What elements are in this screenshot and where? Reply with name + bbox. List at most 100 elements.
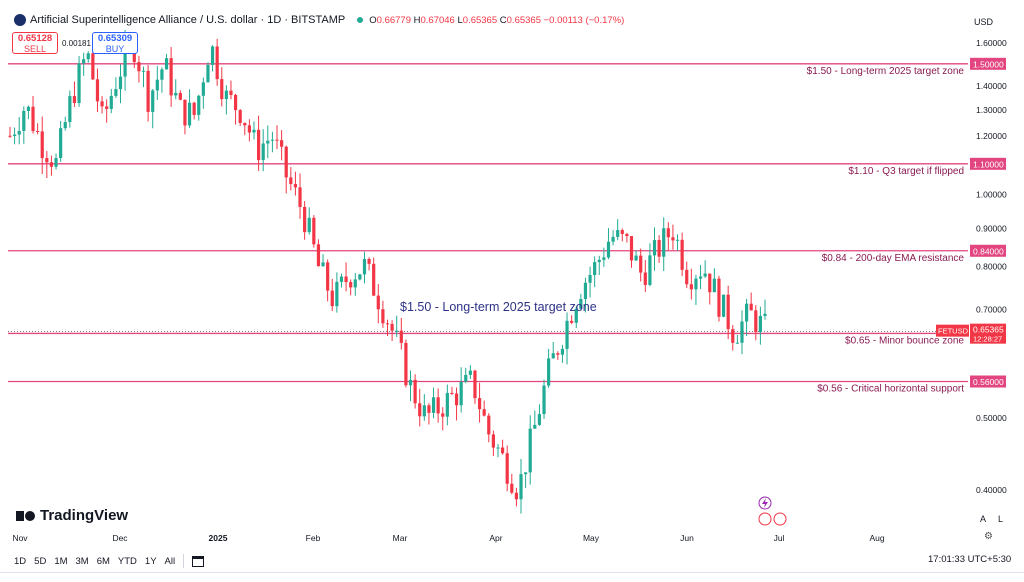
- candle[interactable]: [593, 256, 597, 288]
- candle[interactable]: [164, 53, 169, 70]
- candle[interactable]: [431, 387, 436, 419]
- candle[interactable]: [349, 279, 353, 296]
- candle[interactable]: [256, 115, 261, 171]
- candle[interactable]: [233, 93, 238, 125]
- candle[interactable]: [210, 45, 215, 72]
- buy-button[interactable]: 0.65309 BUY: [92, 32, 138, 54]
- candle[interactable]: [146, 65, 150, 122]
- candle[interactable]: [330, 278, 334, 312]
- candle[interactable]: [441, 407, 445, 431]
- candle[interactable]: [694, 274, 698, 305]
- candle[interactable]: [26, 105, 31, 120]
- candle[interactable]: [40, 116, 44, 175]
- candle[interactable]: [137, 55, 141, 83]
- candle[interactable]: [63, 116, 67, 131]
- candle[interactable]: [404, 339, 408, 388]
- candle[interactable]: [666, 222, 670, 251]
- candle[interactable]: [183, 99, 187, 135]
- candle[interactable]: [662, 217, 666, 271]
- candle[interactable]: [735, 334, 739, 344]
- candle[interactable]: [703, 260, 707, 278]
- candle[interactable]: [270, 131, 275, 153]
- candle[interactable]: [381, 300, 385, 328]
- candle[interactable]: [339, 273, 344, 288]
- candle[interactable]: [657, 235, 661, 263]
- candle[interactable]: [413, 374, 417, 409]
- candle[interactable]: [758, 306, 762, 345]
- candle[interactable]: [303, 201, 307, 240]
- candle[interactable]: [178, 90, 182, 101]
- candle[interactable]: [68, 90, 72, 128]
- candle[interactable]: [740, 310, 744, 355]
- candle[interactable]: [395, 315, 399, 337]
- candle[interactable]: [726, 285, 730, 340]
- candle[interactable]: [675, 234, 680, 251]
- candle[interactable]: [362, 251, 367, 284]
- candle[interactable]: [542, 379, 546, 419]
- candle[interactable]: [763, 299, 767, 320]
- candle[interactable]: [229, 80, 233, 100]
- candle[interactable]: [326, 259, 330, 302]
- candle[interactable]: [247, 119, 251, 142]
- candle[interactable]: [482, 400, 486, 417]
- candle[interactable]: [372, 257, 376, 297]
- candle[interactable]: [192, 101, 196, 120]
- candle[interactable]: [717, 275, 721, 322]
- candle[interactable]: [445, 384, 449, 426]
- lightning-icon[interactable]: [762, 498, 768, 508]
- candle[interactable]: [597, 255, 601, 275]
- candle[interactable]: [505, 445, 509, 492]
- candle[interactable]: [533, 410, 537, 429]
- candle[interactable]: [49, 155, 54, 176]
- candle[interactable]: [519, 458, 523, 514]
- candle[interactable]: [36, 123, 40, 135]
- candle[interactable]: [744, 298, 749, 337]
- candle[interactable]: [293, 171, 298, 196]
- candle[interactable]: [680, 232, 684, 277]
- candle[interactable]: [224, 85, 228, 115]
- candle[interactable]: [72, 81, 77, 107]
- candle[interactable]: [284, 145, 288, 194]
- auto-scale-button[interactable]: A: [980, 514, 987, 524]
- candle[interactable]: [454, 387, 459, 421]
- candle[interactable]: [45, 150, 49, 179]
- calendar-icon[interactable]: [192, 555, 205, 567]
- candle[interactable]: [671, 224, 675, 250]
- candle[interactable]: [565, 312, 569, 365]
- candle[interactable]: [459, 367, 463, 413]
- candle[interactable]: [418, 388, 422, 427]
- us-flag-icon[interactable]: [773, 512, 787, 526]
- candle[interactable]: [606, 228, 611, 260]
- candle[interactable]: [639, 248, 643, 282]
- range-3m[interactable]: 3M: [75, 555, 89, 567]
- log-scale-button[interactable]: L: [998, 514, 1004, 524]
- candle[interactable]: [583, 277, 588, 313]
- candle[interactable]: [754, 305, 758, 341]
- range-all[interactable]: All: [164, 555, 176, 567]
- candle[interactable]: [468, 365, 472, 379]
- candle[interactable]: [280, 130, 284, 161]
- clock[interactable]: 17:01:33 UTC+5:30: [928, 554, 1012, 565]
- candle[interactable]: [367, 257, 371, 271]
- candle[interactable]: [307, 207, 311, 235]
- candle[interactable]: [588, 266, 592, 298]
- candle[interactable]: [574, 306, 578, 329]
- candle[interactable]: [629, 236, 634, 268]
- candle[interactable]: [220, 67, 224, 107]
- candle[interactable]: [118, 64, 123, 104]
- candle[interactable]: [252, 121, 256, 140]
- event-icons[interactable]: [758, 496, 787, 526]
- candle[interactable]: [570, 315, 574, 325]
- candle[interactable]: [721, 294, 726, 318]
- candle[interactable]: [160, 67, 164, 93]
- candle[interactable]: [201, 77, 205, 109]
- candle[interactable]: [289, 167, 293, 191]
- candle[interactable]: [321, 254, 325, 267]
- candle[interactable]: [243, 122, 247, 136]
- candle[interactable]: [82, 52, 86, 76]
- candle[interactable]: [652, 227, 657, 271]
- candle[interactable]: [514, 487, 519, 507]
- range-1m[interactable]: 1M: [54, 555, 68, 567]
- candle[interactable]: [689, 268, 693, 300]
- candle[interactable]: [358, 273, 362, 281]
